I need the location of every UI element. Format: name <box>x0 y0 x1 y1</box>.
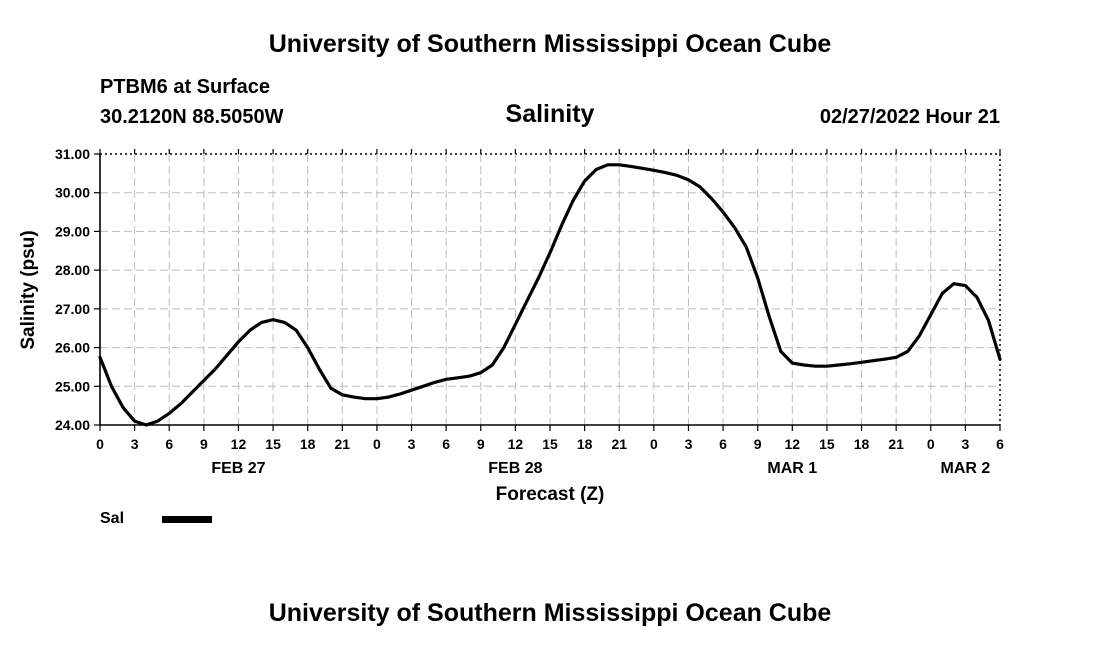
x-tick-label: 15 <box>542 436 558 452</box>
x-tick-label: 12 <box>231 436 247 452</box>
x-tick-label: 6 <box>996 436 1004 452</box>
chart-title: Salinity <box>505 100 595 128</box>
day-label: MAR 1 <box>767 460 817 477</box>
x-tick-label: 6 <box>165 436 173 452</box>
y-tick-label: 27.00 <box>55 301 90 317</box>
day-label: MAR 2 <box>940 460 990 477</box>
station-name: PTBM6 at Surface <box>100 76 271 98</box>
tick-labels: 24.00 25.00 26.00 27.00 28.00 29.00 30.00 31.00… <box>55 146 1004 477</box>
footer-title: University of Southern Mississippi Ocean… <box>268 599 832 627</box>
y-axis-label: Salinity (psu) <box>18 230 39 349</box>
x-tick-label: 21 <box>335 436 351 452</box>
x-tick-label: 3 <box>408 436 416 452</box>
x-tick-label: 21 <box>611 436 627 452</box>
y-tick-label: 31.00 <box>55 146 90 162</box>
x-tick-label: 0 <box>96 436 104 452</box>
x-tick-label: 12 <box>785 436 801 452</box>
x-tick-label: 0 <box>650 436 658 452</box>
legend-line-swatch <box>162 516 212 523</box>
x-tick-label: 21 <box>888 436 904 452</box>
x-tick-label: 15 <box>265 436 281 452</box>
x-tick-label: 18 <box>577 436 593 452</box>
forecast-datetime: 02/27/2022 Hour 21 <box>819 106 1000 128</box>
page-title: University of Southern Mississippi Ocean… <box>268 30 832 58</box>
grid <box>100 153 1001 426</box>
x-tick-label: 6 <box>442 436 450 452</box>
station-coordinates: 30.2120N 88.5050W <box>100 106 284 128</box>
series <box>98 163 1002 427</box>
x-tick-label: 6 <box>719 436 727 452</box>
y-tick-label: 24.00 <box>55 417 90 433</box>
x-tick-label: 3 <box>961 436 969 452</box>
x-tick-label: 3 <box>131 436 139 452</box>
x-tick-label: 18 <box>854 436 870 452</box>
day-label: FEB 28 <box>488 460 542 477</box>
x-tick-label: 18 <box>300 436 316 452</box>
x-tick-label: 9 <box>200 436 208 452</box>
legend-label: Sal <box>100 510 125 527</box>
x-tick-label: 0 <box>373 436 381 452</box>
x-tick-label: 9 <box>477 436 485 452</box>
axes <box>94 149 1001 431</box>
y-tick-label: 30.00 <box>55 185 90 201</box>
y-tick-label: 29.00 <box>55 223 90 239</box>
y-tick-label: 28.00 <box>55 262 90 278</box>
x-tick-label: 12 <box>508 436 524 452</box>
x-tick-label: 0 <box>927 436 935 452</box>
salinity-line <box>98 163 1002 427</box>
x-tick-label: 3 <box>685 436 693 452</box>
y-tick-label: 26.00 <box>55 340 90 356</box>
y-tick-label: 25.00 <box>55 378 90 394</box>
day-label: FEB 27 <box>211 460 265 477</box>
x-tick-label: 15 <box>819 436 835 452</box>
x-tick-label: 9 <box>754 436 762 452</box>
x-axis-label: Forecast (Z) <box>496 484 605 505</box>
